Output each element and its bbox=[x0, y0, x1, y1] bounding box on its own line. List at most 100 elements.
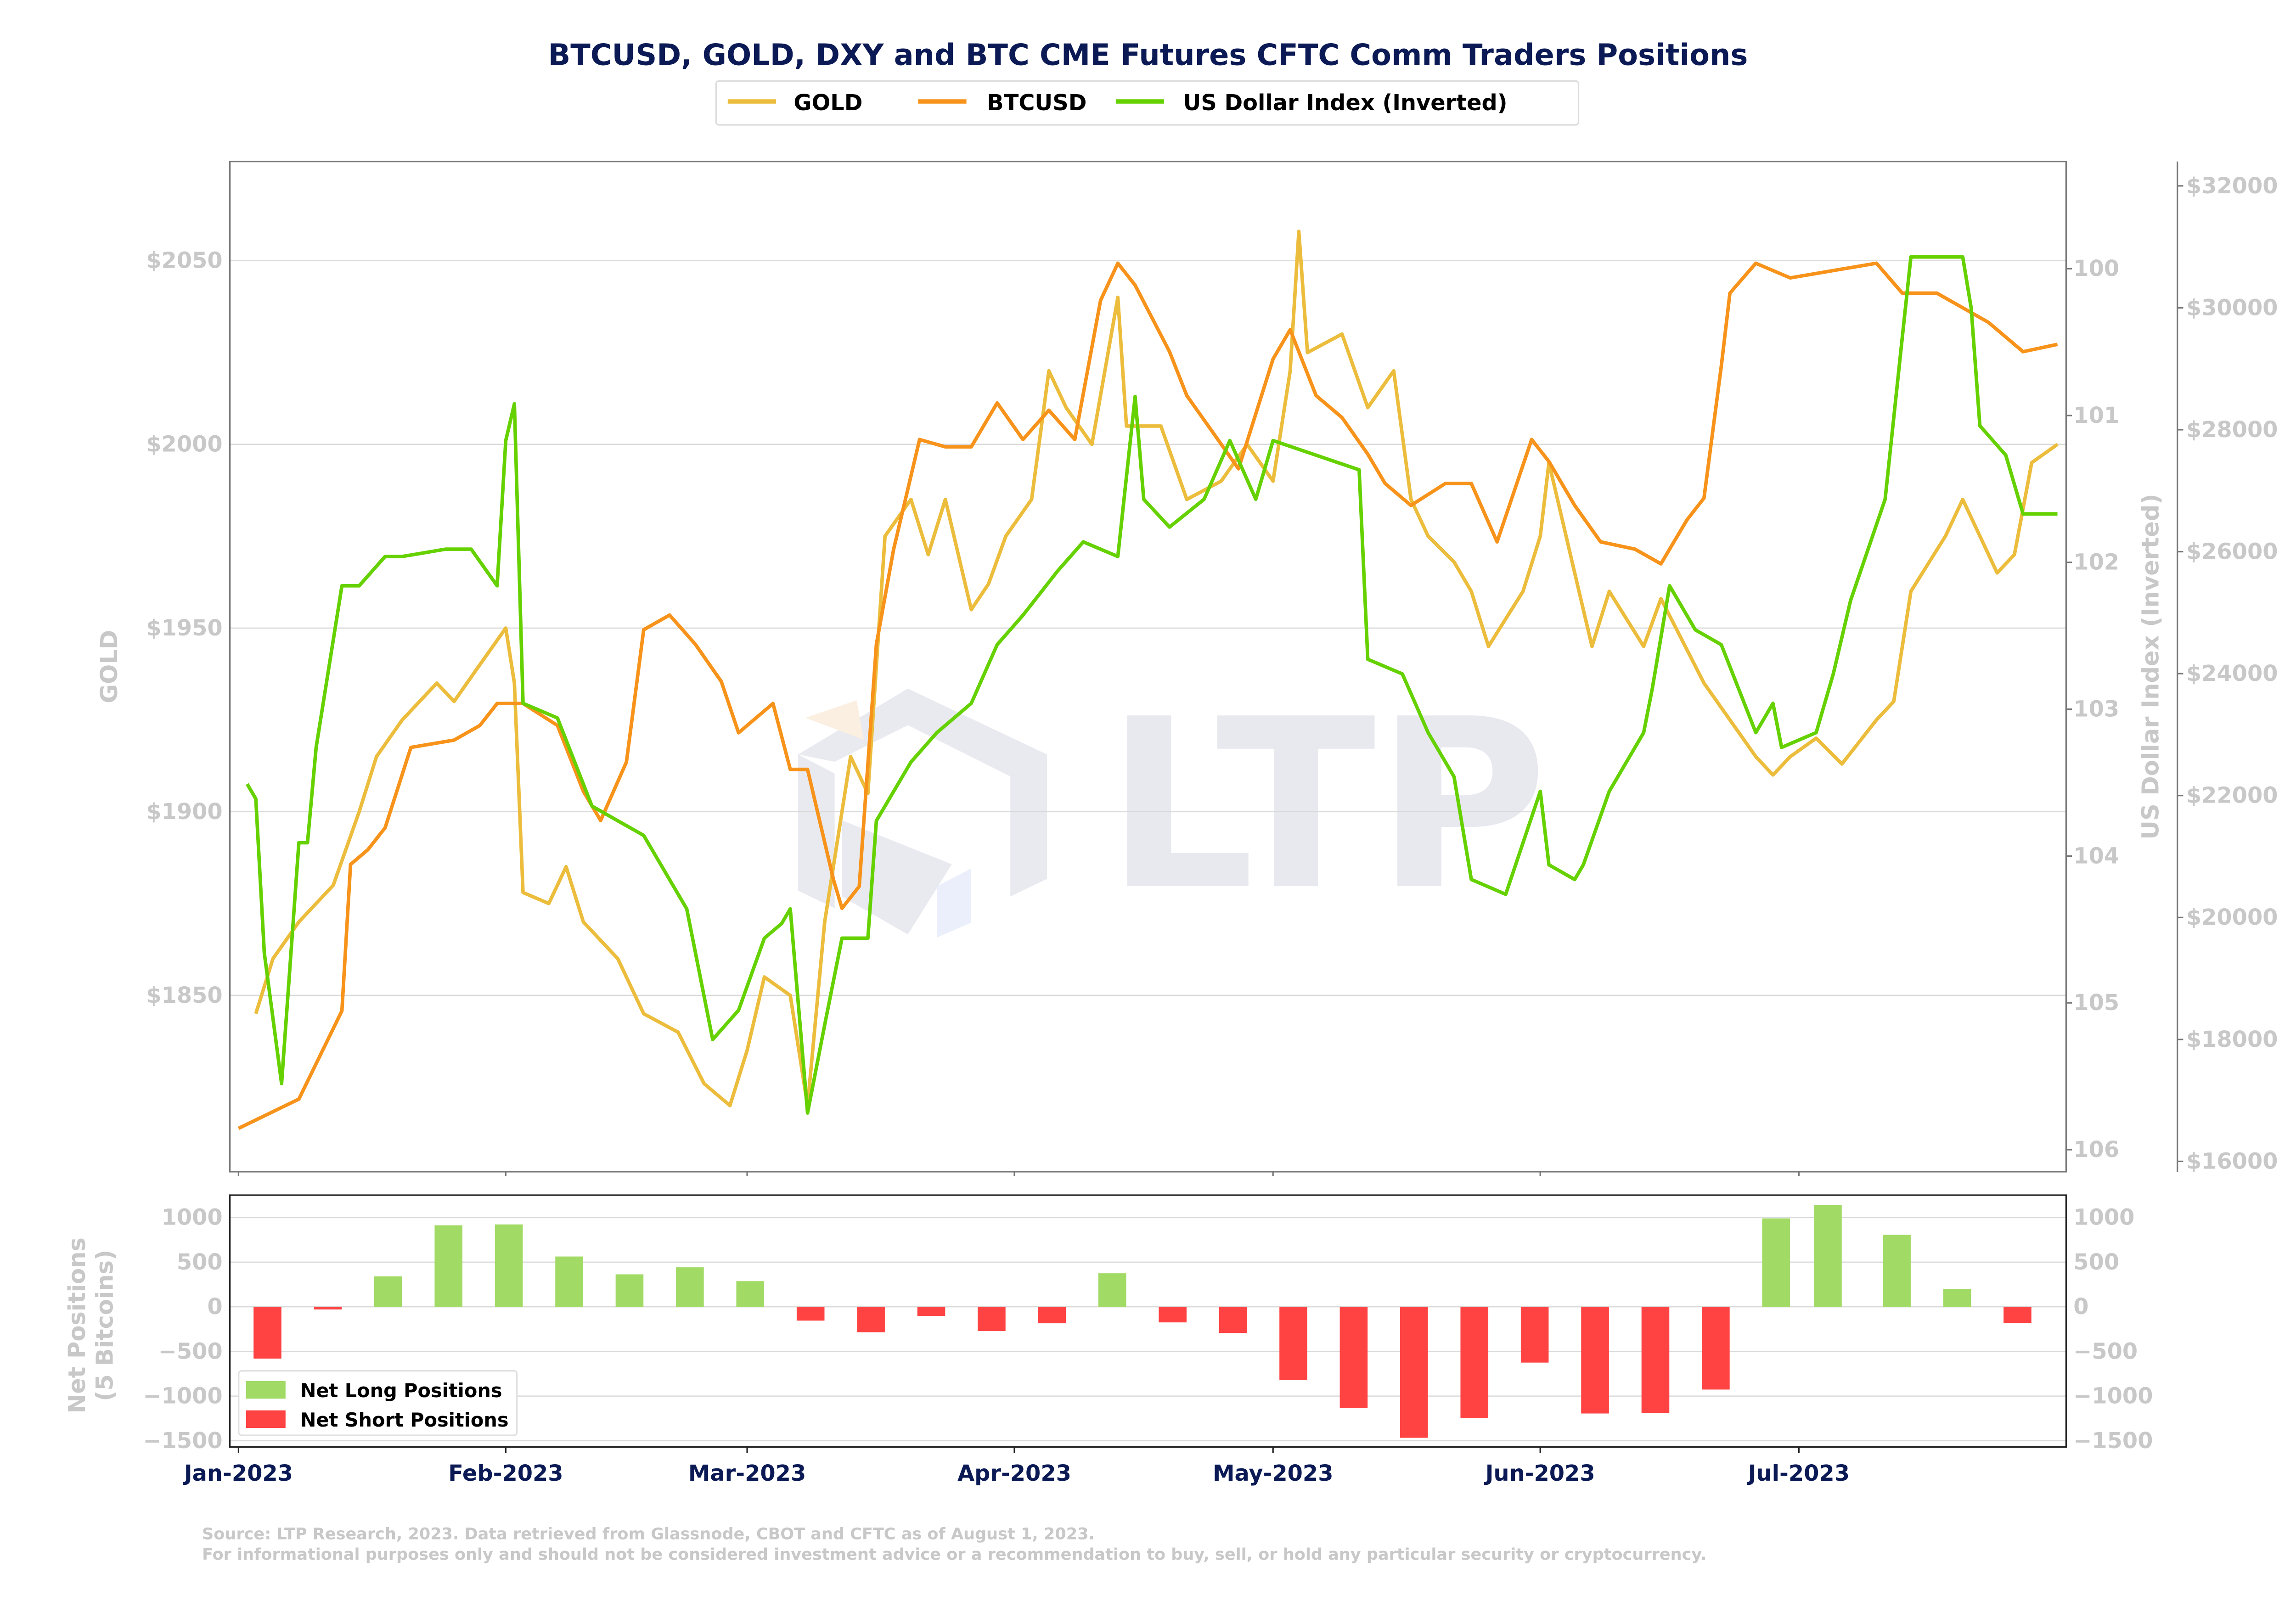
gold-tick-label: $1950 bbox=[146, 616, 222, 641]
footer-source: Source: LTP Research, 2023. Data retriev… bbox=[202, 1524, 1095, 1543]
net-short-bar bbox=[917, 1307, 945, 1316]
net-short-bar bbox=[1702, 1307, 1730, 1390]
bar-tick-label-left: −1000 bbox=[143, 1384, 222, 1409]
net-long-bar bbox=[1098, 1273, 1126, 1307]
bar-tick-label-right: −500 bbox=[2073, 1339, 2138, 1364]
dxy-tick-label: 105 bbox=[2073, 990, 2119, 1016]
bar-grid bbox=[230, 1217, 2066, 1442]
bar-tick-label-left: −1500 bbox=[143, 1428, 222, 1454]
bar-axis-label: Net Positions (5 Bitcoins) bbox=[64, 1237, 119, 1413]
btc-tick-label: $20000 bbox=[2186, 905, 2278, 930]
btc-tick-label: $18000 bbox=[2186, 1027, 2278, 1052]
bar-axis-label-line1: Net Positions bbox=[64, 1237, 91, 1413]
net-short-bar bbox=[2003, 1307, 2032, 1323]
net-short-bar bbox=[1581, 1307, 1609, 1414]
x-tick-label: May-2023 bbox=[1213, 1461, 1334, 1486]
bar-axis-label-line2: (5 Bitcoins) bbox=[92, 1250, 119, 1401]
series-line-gold bbox=[254, 229, 2059, 1107]
net-long-bar bbox=[434, 1225, 463, 1307]
net-short-bar bbox=[1279, 1307, 1307, 1380]
main-lines bbox=[237, 229, 2059, 1130]
chart-title: BTCUSD, GOLD, DXY and BTC CME Futures CF… bbox=[548, 38, 1748, 72]
bar-tick-label-right: −1500 bbox=[2073, 1428, 2153, 1454]
legend-label-dxy: US Dollar Index (Inverted) bbox=[1183, 90, 1508, 116]
net-long-bar bbox=[1943, 1289, 1971, 1307]
watermark-text: LTP bbox=[1106, 669, 1548, 942]
net-long-bar bbox=[374, 1276, 402, 1307]
net-short-bar bbox=[1400, 1307, 1428, 1438]
btc-tick-label: $30000 bbox=[2186, 295, 2278, 320]
net-long-bar bbox=[495, 1224, 523, 1307]
net-short-bar bbox=[314, 1307, 342, 1309]
gold-tick-label: $2000 bbox=[146, 432, 222, 457]
x-tick-label: Jul-2023 bbox=[1747, 1461, 1850, 1486]
legend-label-gold: GOLD bbox=[793, 90, 862, 116]
bars bbox=[253, 1205, 2032, 1438]
bar-tick-label-right: 1000 bbox=[2073, 1205, 2134, 1231]
legend-label-long: Net Long Positions bbox=[300, 1380, 502, 1402]
btc-tick-label: $24000 bbox=[2186, 661, 2278, 686]
bar-legend: Net Long Positions Net Short Positions bbox=[238, 1370, 518, 1436]
legend-swatch-long bbox=[246, 1381, 286, 1399]
dxy-tick-label: 100 bbox=[2073, 256, 2119, 281]
legend-label-short: Net Short Positions bbox=[300, 1409, 509, 1431]
bar-tick-label-right: 500 bbox=[2073, 1250, 2119, 1275]
series-line-btcusd bbox=[237, 261, 2058, 1130]
bar-tick-label-left: 1000 bbox=[162, 1205, 223, 1231]
legend-label-btcusd: BTCUSD bbox=[987, 90, 1086, 116]
net-short-bar bbox=[1460, 1307, 1489, 1418]
btc-tick-label: $26000 bbox=[2186, 539, 2278, 564]
net-short-bar bbox=[857, 1307, 885, 1332]
bar-tick-label-left: −500 bbox=[158, 1339, 223, 1364]
btc-tick-label: $16000 bbox=[2186, 1149, 2278, 1174]
gold-tick-label: $1900 bbox=[146, 799, 222, 825]
net-short-bar bbox=[253, 1307, 281, 1359]
gold-tick-label: $2050 bbox=[146, 248, 222, 274]
net-short-bar bbox=[796, 1307, 825, 1321]
net-short-bar bbox=[1219, 1307, 1247, 1333]
ltp-watermark: LTP bbox=[798, 669, 1548, 942]
bar-plot-frame bbox=[229, 1194, 2067, 1448]
btc-tick-label: $22000 bbox=[2186, 783, 2278, 809]
x-tick-label: Jan-2023 bbox=[183, 1461, 293, 1486]
net-long-bar bbox=[736, 1281, 765, 1307]
footer-disclaimer: For informational purposes only and shou… bbox=[202, 1545, 1706, 1564]
dxy-tick-label: 102 bbox=[2073, 550, 2119, 575]
bar-tick-label-right: −1000 bbox=[2073, 1384, 2153, 1409]
x-tick-label: Jun-2023 bbox=[1484, 1461, 1595, 1486]
gold-axis-label: GOLD bbox=[96, 630, 123, 703]
net-short-bar bbox=[1520, 1307, 1549, 1363]
bar-ticks: −1500 −1500 −1000 −1000 −500 −500 0 0 500 500 1000… bbox=[143, 1205, 2153, 1454]
x-axis-ticks: Jan-2023 Feb-2023 Mar-2023 Apr-2023 May-2023… bbox=[183, 1171, 1850, 1486]
net-long-bar bbox=[1883, 1235, 1911, 1307]
series-line-us-dollar-index-inverted- bbox=[245, 255, 2058, 1115]
dxy-tick-label: 101 bbox=[2073, 403, 2119, 428]
btc-tick-label: $28000 bbox=[2186, 417, 2278, 443]
dxy-tick-label: 106 bbox=[2073, 1137, 2119, 1163]
net-long-bar bbox=[1814, 1205, 1842, 1307]
net-short-bar bbox=[1038, 1307, 1066, 1324]
net-short-bar bbox=[1339, 1307, 1368, 1408]
x-tick-label: Feb-2023 bbox=[448, 1461, 563, 1486]
bar-tick-label-left: 500 bbox=[177, 1250, 223, 1275]
net-long-bar bbox=[615, 1274, 644, 1307]
legend-swatch-short bbox=[246, 1410, 286, 1428]
x-tick-label: Mar-2023 bbox=[688, 1461, 806, 1486]
net-long-bar bbox=[1762, 1218, 1790, 1307]
dxy-axis-label: US Dollar Index (Inverted) bbox=[2137, 494, 2164, 839]
net-long-bar bbox=[676, 1267, 704, 1307]
net-short-bar bbox=[978, 1307, 1006, 1332]
net-long-bar bbox=[555, 1256, 583, 1307]
main-legend: GOLD BTCUSD US Dollar Index (Inverted) bbox=[715, 80, 1580, 126]
btc-tick-label: $32000 bbox=[2186, 174, 2278, 199]
dxy-tick-label: 104 bbox=[2073, 843, 2119, 869]
main-ticks: $1850 $1900 $1950 $2000 $2050 100 101 102 103 104… bbox=[146, 174, 2278, 1174]
net-short-bar bbox=[1641, 1307, 1670, 1413]
bar-tick-label-right: 0 bbox=[2073, 1294, 2088, 1320]
gold-tick-label: $1850 bbox=[146, 983, 222, 1008]
net-short-bar bbox=[1159, 1307, 1187, 1323]
main-grid bbox=[230, 260, 2066, 996]
main-plot-frame bbox=[229, 161, 2067, 1173]
bar-tick-label-left: 0 bbox=[207, 1294, 222, 1320]
